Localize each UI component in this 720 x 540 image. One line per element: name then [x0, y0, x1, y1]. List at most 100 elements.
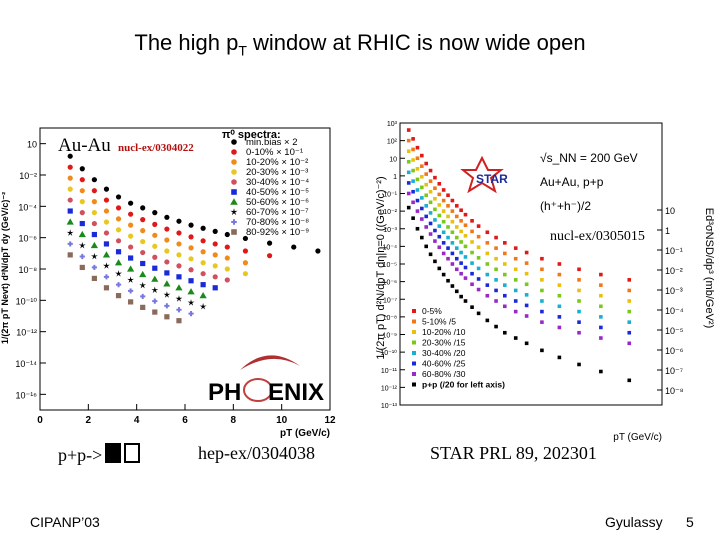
star-point: [470, 282, 474, 287]
phenix-point: [200, 260, 206, 266]
star-point: [433, 218, 437, 222]
phenix-point: [140, 238, 146, 245]
phenix-x-axis-label: pT (GeV/c): [280, 428, 330, 439]
star-point: [406, 205, 411, 210]
star-point: [454, 246, 459, 250]
phenix-plot-frame: [39, 127, 331, 411]
phenix-point: [79, 177, 85, 183]
phenix-y-tick-label: 10⁻¹⁰: [16, 296, 38, 306]
phenix-point: [212, 241, 218, 247]
phenix-point: [139, 270, 147, 278]
star-point: [441, 188, 446, 192]
star-point: [599, 369, 603, 374]
star-point: [485, 283, 490, 287]
star-point: [513, 309, 518, 314]
phenix-legend-label: 20-30% × 10⁻³: [246, 167, 308, 178]
star-point: [470, 250, 474, 255]
phenix-point: [199, 292, 207, 299]
zero-symbol-icon: [124, 443, 141, 463]
star-point: [415, 209, 420, 213]
star-point: [470, 219, 474, 223]
phenix-point: [128, 233, 134, 239]
star-hadron-label: (h⁺+h⁻)/2: [540, 199, 591, 213]
star-legend-label: 60-80% /30: [422, 369, 466, 379]
star-point: [524, 250, 529, 255]
phenix-legend-marker: [231, 189, 237, 195]
star-point: [428, 168, 433, 173]
phenix-system-label: Au-Au: [58, 135, 111, 156]
phenix-point: [128, 222, 134, 228]
star-point: [557, 293, 562, 298]
star-point: [540, 348, 544, 353]
star-point: [524, 314, 529, 318]
phenix-point: [175, 295, 183, 302]
phenix-x-tick-label: 4: [134, 415, 140, 426]
phenix-legend-label: 60-70% × 10⁻⁷: [246, 207, 309, 218]
phenix-point: [103, 230, 110, 236]
phenix-point: [188, 256, 194, 262]
star-point: [450, 262, 455, 266]
phenix-point: [128, 244, 134, 250]
phenix-legend-title: π⁰ spectra:: [222, 129, 281, 141]
star-point: [411, 189, 415, 194]
star-point: [433, 175, 437, 180]
star-point: [454, 214, 459, 219]
phenix-point: [140, 217, 146, 223]
phenix-point: [152, 254, 158, 260]
phenix-legend-label: min.bias × 2: [246, 137, 298, 148]
star-point: [485, 318, 490, 323]
phenix-legend-marker: [230, 208, 238, 216]
star-point: [459, 294, 463, 299]
star-point: [428, 221, 433, 226]
star-point: [577, 309, 581, 314]
star-point: [424, 193, 428, 198]
phenix-y-tick-label: 10⁻²: [19, 171, 37, 181]
phenix-point: [79, 199, 85, 205]
star-point: [424, 244, 428, 249]
star-legend-marker: [412, 340, 416, 345]
star-point: [424, 225, 428, 229]
pp-caption: p+p->: [58, 443, 141, 466]
phenix-point: [128, 255, 134, 261]
phenix-point: [79, 188, 85, 194]
star-y-tick-label: 10⁻²: [383, 209, 397, 216]
phenix-x-tick-label: 6: [182, 415, 188, 426]
star-point: [450, 198, 455, 203]
star-point: [428, 179, 433, 183]
star-point: [415, 167, 420, 171]
phenix-point: [114, 259, 123, 266]
star-point: [627, 288, 632, 293]
star-point: [627, 320, 632, 324]
star-x-axis-label: pT (GeV/c): [613, 432, 662, 442]
phenix-point: [224, 277, 230, 283]
phenix-point: [78, 241, 86, 249]
star-point: [446, 278, 450, 283]
phenix-point: [242, 260, 249, 266]
phenix-point: [164, 303, 170, 309]
star-point: [424, 161, 428, 166]
phenix-point: [200, 282, 206, 288]
star-y-tick-label: 10⁻⁸: [383, 315, 397, 322]
phenix-point: [91, 275, 97, 281]
star-point: [441, 251, 446, 256]
star-point: [441, 219, 446, 224]
phenix-legend-label: 70-80% × 10⁻⁸: [246, 217, 309, 228]
phenix-point: [79, 253, 85, 260]
star-legend-marker: [412, 309, 416, 313]
star-point: [513, 267, 518, 272]
star-point: [599, 272, 603, 277]
phenix-point: [140, 228, 146, 234]
phenix-y-axis: 10 10⁻² 10⁻⁴ 10⁻⁶ 10⁻⁸ 10⁻¹⁰ 10⁻¹² 10⁻¹⁴ 10⁻¹⁶: [15, 140, 46, 400]
star-point: [454, 256, 459, 261]
star-y-tick-label: 10: [389, 156, 397, 163]
phenix-y-tick-label: 10⁻¹⁶: [16, 390, 38, 400]
star-point: [450, 284, 455, 288]
phenix-legend-label: 0-10% × 10⁻¹: [246, 147, 303, 158]
phenix-point: [140, 205, 146, 211]
star-point: [577, 330, 581, 335]
phenix-point: [163, 280, 171, 287]
star-point: [503, 272, 507, 277]
phenix-legend-marker: [231, 149, 237, 155]
star-point: [406, 181, 411, 185]
